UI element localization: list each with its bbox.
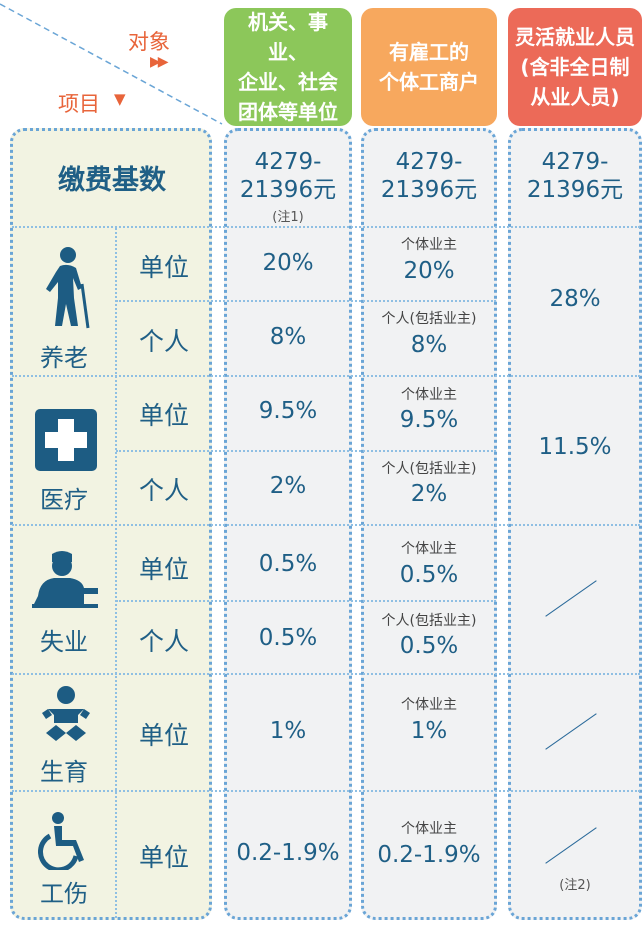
unemp-unit-institutions: 0.5% (258, 551, 318, 577)
base-value-flexible: 4279- 21396元 (508, 148, 642, 204)
fast-forward-icon: ▶▶ (150, 54, 168, 70)
row-divider (12, 375, 640, 377)
row-divider (116, 600, 496, 602)
medical-personal-institutions: 2% (269, 473, 307, 499)
person-at-desk-icon (32, 551, 98, 608)
label-personal: 个人 (138, 476, 189, 505)
down-arrow-icon: ▼ (114, 90, 126, 108)
baby-icon (42, 686, 90, 741)
note-1: (注1) (272, 210, 304, 225)
row-divider (12, 524, 640, 526)
unemp-personal-institutions: 0.5% (258, 625, 318, 651)
header-line: 从业人员) (530, 85, 620, 109)
unemp-unit-individual: 0.5% (399, 562, 459, 588)
elderly-person-cane-icon (46, 247, 90, 329)
label-personal: 个人 (138, 627, 189, 656)
injury-unit-institutions: 0.2-1.9% (236, 840, 340, 866)
medical-flexible: 11.5% (538, 434, 612, 460)
header-line: (含非全日制 (520, 55, 630, 79)
column-header-individual-business: 有雇工的 个体工商户 (361, 8, 497, 126)
personal-incl-owner-note: 个人(包括业主) (381, 613, 477, 629)
wheelchair-icon (38, 812, 84, 870)
header-line: 灵活就业人员 (515, 25, 635, 49)
label-unit: 单位 (138, 401, 189, 430)
owner-note: 个体业主 (401, 541, 457, 557)
header-line: 机关、事业、 (248, 10, 328, 64)
row-divider (116, 450, 496, 452)
value-line: 4279- (254, 149, 322, 175)
medical-unit-institutions: 9.5% (258, 398, 318, 424)
column-header-flexible-employment: 灵活就业人员 (含非全日制 从业人员) (508, 8, 642, 126)
value-line: 21396元 (380, 177, 478, 203)
pension-flexible: 28% (549, 286, 601, 312)
medical-unit-individual: 9.5% (399, 407, 459, 433)
value-line: 21396元 (526, 177, 624, 203)
category-pension: 养老 (40, 344, 88, 372)
personal-incl-owner-note: 个人(包括业主) (381, 461, 477, 477)
pension-unit-individual: 20% (403, 258, 455, 284)
header-line: 团体等单位 (238, 100, 338, 124)
medical-personal-individual: 2% (410, 481, 448, 507)
label-unit: 单位 (138, 721, 189, 750)
row-divider (116, 300, 496, 302)
owner-note: 个体业主 (401, 821, 457, 837)
value-line: 21396元 (239, 177, 337, 203)
maternity-unit-individual: 1% (410, 718, 448, 744)
column-divider (115, 228, 117, 918)
category-unemployment: 失业 (40, 628, 88, 656)
value-line: 4279- (541, 149, 609, 175)
category-medical: 医疗 (40, 486, 88, 514)
header-line: 个体工商户 (379, 70, 479, 94)
base-label: 缴费基数 (58, 165, 166, 196)
owner-note: 个体业主 (401, 237, 457, 253)
maternity-unit-institutions: 1% (269, 718, 307, 744)
label-unit: 单位 (138, 843, 189, 872)
pension-personal-institutions: 8% (269, 324, 307, 350)
note-2: (注2) (559, 878, 591, 893)
pension-unit-institutions: 20% (262, 250, 314, 276)
column-header-institutions: 机关、事业、企业、社会团体等单位 (224, 8, 352, 126)
item-label: 项目 (58, 92, 100, 116)
injury-unit-individual: 0.2-1.9% (377, 842, 481, 868)
medical-cross-icon (35, 409, 97, 471)
base-value-individual-business: 4279- 21396元 (361, 148, 497, 204)
row-divider (12, 673, 640, 675)
owner-note: 个体业主 (401, 387, 457, 403)
pension-personal-individual: 8% (410, 332, 448, 358)
row-divider (12, 790, 640, 792)
label-unit: 单位 (138, 555, 189, 584)
value-line: 4279- (395, 149, 463, 175)
row-divider (12, 226, 640, 228)
corner-diagonal-line (0, 3, 223, 125)
header-line: 企业、社会 (238, 70, 338, 94)
unemp-personal-individual: 0.5% (399, 633, 459, 659)
label-unit: 单位 (138, 253, 189, 282)
object-label: 对象 (128, 30, 170, 54)
header-line: 有雇工的 (389, 40, 469, 64)
base-value-institutions: 4279- 21396元 (224, 148, 352, 204)
personal-incl-owner-note: 个人(包括业主) (381, 311, 477, 327)
owner-note: 个体业主 (401, 697, 457, 713)
category-maternity: 生育 (40, 758, 88, 786)
label-personal: 个人 (138, 327, 189, 356)
category-injury: 工伤 (40, 880, 88, 908)
